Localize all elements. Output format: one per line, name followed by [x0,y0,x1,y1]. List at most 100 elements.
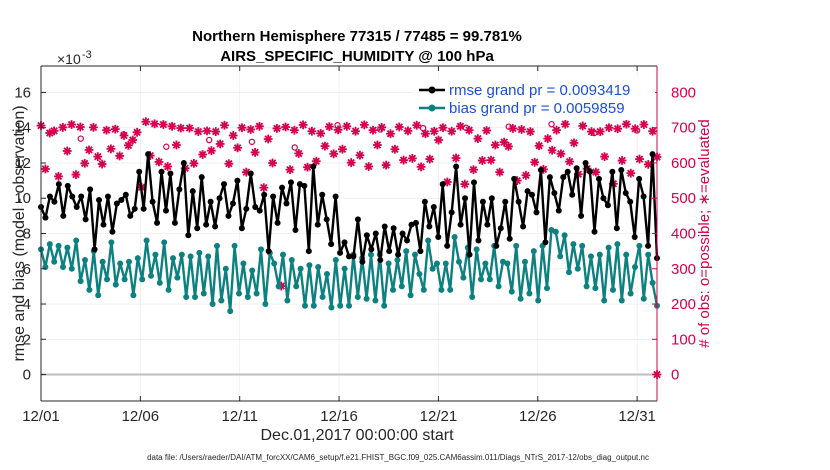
rmse-point [64,182,71,189]
obs-evaluated-marker [106,144,116,154]
obs-evaluated-marker [622,119,631,129]
bias-point [139,276,146,283]
obs-evaluated-marker [394,122,404,132]
bias-point [354,293,361,300]
obs-evaluated-marker [233,143,242,153]
obs-evaluated-marker [355,150,365,160]
y-tick-label: 12 [14,155,31,172]
obs-evaluated-marker [626,168,636,178]
obs-evaluated-stroke [233,144,242,152]
obs-evaluated-stroke [163,162,172,171]
obs-evaluated-stroke [133,128,141,137]
bias-point [209,301,216,308]
rmse-point [448,209,455,216]
legend-rmse-label: rmse grand pr = 0.0093419 [449,82,630,99]
rmse-point [256,207,263,214]
rmse-point [189,188,196,195]
rmse-point [484,221,491,228]
y-exponent-power: -3 [82,49,92,61]
bias-point [227,308,234,315]
obs-evaluated-marker [617,156,627,165]
obs-evaluated-marker [595,127,605,136]
bias-point [218,297,225,304]
bias-point [341,265,348,272]
y-tick-label: 10 [14,190,31,207]
obs-evaluated-marker [154,157,164,167]
obs-evaluated-marker [176,123,186,133]
bias-point [236,290,242,297]
obs-evaluated-marker [224,159,234,169]
legend-bias-marker [428,104,436,112]
y-ticks: 0 2 4 6 8 10 12 14 16 [14,84,46,384]
rmse-point [265,248,272,255]
y2-tick-label: 300 [671,261,696,278]
rmse-point [604,202,611,209]
rmse-point [212,223,219,230]
bias-point [368,251,374,258]
obs-evaluated-stroke [600,152,609,161]
y2-tick-label: 0 [671,367,679,384]
obs-evaluated-marker [115,151,125,161]
obs-evaluated-stroke [286,165,294,174]
obs-evaluated-stroke [98,160,106,168]
x-tick-label: 12/21 [420,408,458,425]
rmse-point [87,186,94,193]
y2-tick-label: 400 [671,226,696,243]
bias-point [328,304,335,311]
rmse-point [430,204,437,211]
bias-point [126,258,132,265]
rmse-point [42,214,49,221]
bias-point [403,248,410,255]
bias-point [478,276,484,283]
obs-evaluated-stroke [605,123,613,132]
rmse-point [560,174,567,181]
obs-evaluated-marker [141,117,151,127]
bias-point [614,241,621,248]
rmse-point [287,179,294,186]
legend: rmse grand pr = 0.0093419 bias grand pr … [413,78,655,120]
obs-evaluated-stroke [334,126,342,134]
bias-point [293,283,300,290]
obs-evaluated-stroke [504,142,513,151]
obs-evaluated-stroke [268,159,277,167]
obs-evaluated-marker [215,139,225,149]
obs-evaluated-stroke [89,123,98,132]
chart-title-line2: AIRS_SPECIFIC_HUMIDITY @ 100 hPa [220,48,494,65]
bias-point [552,228,559,235]
rmse-point [328,241,335,248]
rmse-point [649,151,656,158]
bias-point [561,232,568,239]
obs-evaluated-stroke [509,124,517,133]
bias-point [460,274,467,281]
rmse-point [73,204,80,211]
obs-evaluated-stroke [316,129,325,138]
obs-evaluated-stroke [478,156,486,165]
obs-evaluated-marker [495,167,505,177]
obs-evaluated-marker [547,145,557,155]
bias-point [271,260,278,267]
obs-evaluated-stroke [535,141,543,150]
obs-evaluated-stroke [426,155,434,163]
obs-evaluated-marker [460,179,470,189]
obs-evaluated-stroke [312,157,320,165]
bias-point [640,295,647,302]
obs-evaluated-stroke [395,123,403,131]
rmse-point [176,186,183,193]
obs-evaluated-stroke [59,123,67,132]
rmse-point [310,163,317,170]
obs-evaluated-stroke [474,134,482,143]
obs-evaluated-marker [403,126,413,136]
obs-evaluated-marker [346,158,356,168]
rmse-point [587,168,594,175]
obs-evaluated-marker [198,150,208,159]
bias-point [117,260,124,267]
rmse-point [390,225,397,232]
rmse-point [279,184,286,191]
bias-point [398,283,405,290]
bias-point [337,302,344,309]
bias-point [196,249,203,256]
bias-point [513,242,520,249]
rmse-point [404,237,411,244]
obs-possible-marker [633,127,641,134]
obs-evaluated-stroke [212,127,220,136]
